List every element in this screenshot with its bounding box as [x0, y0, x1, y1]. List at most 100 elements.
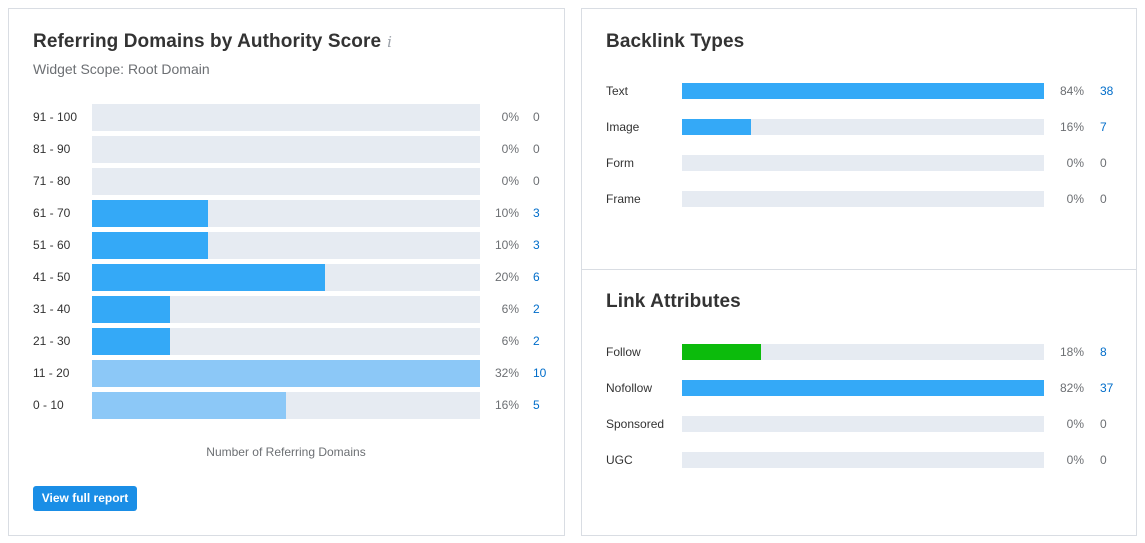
- bar-fill[interactable]: [92, 360, 480, 387]
- bar-track: [682, 416, 1044, 432]
- authority-score-title: Referring Domains by Authority Score i: [33, 31, 393, 52]
- bar-track: [92, 168, 480, 195]
- bar-label: Image: [606, 120, 640, 134]
- bar-fill[interactable]: [682, 380, 1044, 396]
- link-attribute-row-follow: Follow 18% 8: [582, 338, 1136, 366]
- bar-label: Sponsored: [606, 417, 665, 431]
- bar-fill[interactable]: [682, 83, 1044, 99]
- backlink-type-row-text: Text 84% 38: [582, 77, 1136, 105]
- bar-track: [92, 200, 480, 227]
- bar-count[interactable]: 38: [1100, 84, 1114, 98]
- bar-percent: 0%: [501, 142, 519, 156]
- authority-row-21-30: 21 - 30 6% 2: [9, 327, 564, 355]
- bar-percent: 0%: [1066, 192, 1084, 206]
- bar-track: [682, 380, 1044, 396]
- bar-percent: 6%: [501, 334, 519, 348]
- bar-count[interactable]: 6: [533, 270, 540, 284]
- bar-fill[interactable]: [92, 232, 208, 259]
- bar-label: 91 - 100: [33, 110, 78, 124]
- backlinks-card: Backlink Types Text 84% 38 Image 16% 7 Form 0% 0…: [581, 8, 1137, 536]
- bar-fill[interactable]: [92, 296, 170, 323]
- bar-count: 0: [1100, 417, 1107, 431]
- link-attribute-row-ugc: UGC 0% 0: [582, 446, 1136, 474]
- bar-track: [682, 119, 1044, 135]
- bar-fill[interactable]: [92, 264, 325, 291]
- bar-fill[interactable]: [682, 119, 751, 135]
- bar-label: Follow: [606, 345, 641, 359]
- bar-label: 71 - 80: [33, 174, 71, 188]
- bar-count: 0: [1100, 156, 1107, 170]
- bar-label: Form: [606, 156, 634, 170]
- bar-percent: 20%: [494, 270, 519, 284]
- bar-label: 41 - 50: [33, 270, 71, 284]
- bar-fill[interactable]: [92, 392, 286, 419]
- bar-track: [92, 232, 480, 259]
- bar-track: [682, 344, 1044, 360]
- bar-label: 51 - 60: [33, 238, 71, 252]
- link-attribute-row-nofollow: Nofollow 82% 37: [582, 374, 1136, 402]
- bar-label: Text: [606, 84, 629, 98]
- widget-scope-subtitle: Widget Scope: Root Domain: [33, 61, 210, 77]
- bar-track: [92, 360, 480, 387]
- view-full-report-button[interactable]: View full report: [33, 486, 137, 511]
- bar-fill[interactable]: [92, 200, 208, 227]
- bar-count[interactable]: 10: [533, 366, 547, 380]
- bar-count: 0: [1100, 453, 1107, 467]
- bar-track: [92, 264, 480, 291]
- bar-count[interactable]: 8: [1100, 345, 1107, 359]
- authority-row-91-100: 91 - 100 0% 0: [9, 103, 564, 131]
- backlink-type-row-frame: Frame 0% 0: [582, 185, 1136, 213]
- backlink-type-row-image: Image 16% 7: [582, 113, 1136, 141]
- bar-track: [682, 191, 1044, 207]
- authority-row-71-80: 71 - 80 0% 0: [9, 167, 564, 195]
- bar-percent: 32%: [494, 366, 519, 380]
- bar-label: 0 - 10: [33, 398, 64, 412]
- bar-percent: 10%: [494, 206, 519, 220]
- bar-percent: 16%: [1059, 120, 1084, 134]
- bar-count: 0: [533, 142, 540, 156]
- info-icon[interactable]: i: [387, 33, 393, 51]
- bar-track: [92, 296, 480, 323]
- bar-percent: 0%: [1066, 417, 1084, 431]
- authority-row-51-60: 51 - 60 10% 3: [9, 231, 564, 259]
- authority-row-61-70: 61 - 70 10% 3: [9, 199, 564, 227]
- backlink-types-title: Backlink Types: [606, 31, 745, 52]
- bar-percent: 0%: [501, 110, 519, 124]
- bar-track: [92, 328, 480, 355]
- bar-label: Frame: [606, 192, 641, 206]
- bar-fill[interactable]: [682, 344, 761, 360]
- bar-count[interactable]: 37: [1100, 381, 1114, 395]
- bar-label: 21 - 30: [33, 334, 71, 348]
- bar-count[interactable]: 3: [533, 206, 540, 220]
- bar-count[interactable]: 5: [533, 398, 540, 412]
- bar-count[interactable]: 3: [533, 238, 540, 252]
- bar-count: 0: [1100, 192, 1107, 206]
- bar-percent: 6%: [501, 302, 519, 316]
- bar-track: [92, 392, 480, 419]
- bar-label: 61 - 70: [33, 206, 71, 220]
- bar-track: [682, 83, 1044, 99]
- bar-label: 11 - 20: [33, 366, 70, 380]
- bar-count[interactable]: 2: [533, 334, 540, 348]
- bar-track: [92, 104, 480, 131]
- bar-track: [682, 452, 1044, 468]
- bar-percent: 0%: [1066, 156, 1084, 170]
- bar-percent: 16%: [494, 398, 519, 412]
- bar-count[interactable]: 7: [1100, 120, 1107, 134]
- link-attribute-row-sponsored: Sponsored 0% 0: [582, 410, 1136, 438]
- bar-percent: 0%: [501, 174, 519, 188]
- bar-track: [92, 136, 480, 163]
- authority-row-81-90: 81 - 90 0% 0: [9, 135, 564, 163]
- authority-row-0-10: 0 - 10 16% 5: [9, 391, 564, 419]
- bar-percent: 18%: [1059, 345, 1084, 359]
- bar-percent: 0%: [1066, 453, 1084, 467]
- link-attributes-title: Link Attributes: [606, 291, 741, 312]
- bar-count: 0: [533, 110, 540, 124]
- bar-percent: 10%: [494, 238, 519, 252]
- bar-count[interactable]: 2: [533, 302, 540, 316]
- bar-label: 31 - 40: [33, 302, 71, 316]
- bar-label: 81 - 90: [33, 142, 71, 156]
- bar-label: UGC: [606, 453, 633, 467]
- bar-track: [682, 155, 1044, 171]
- bar-fill[interactable]: [92, 328, 170, 355]
